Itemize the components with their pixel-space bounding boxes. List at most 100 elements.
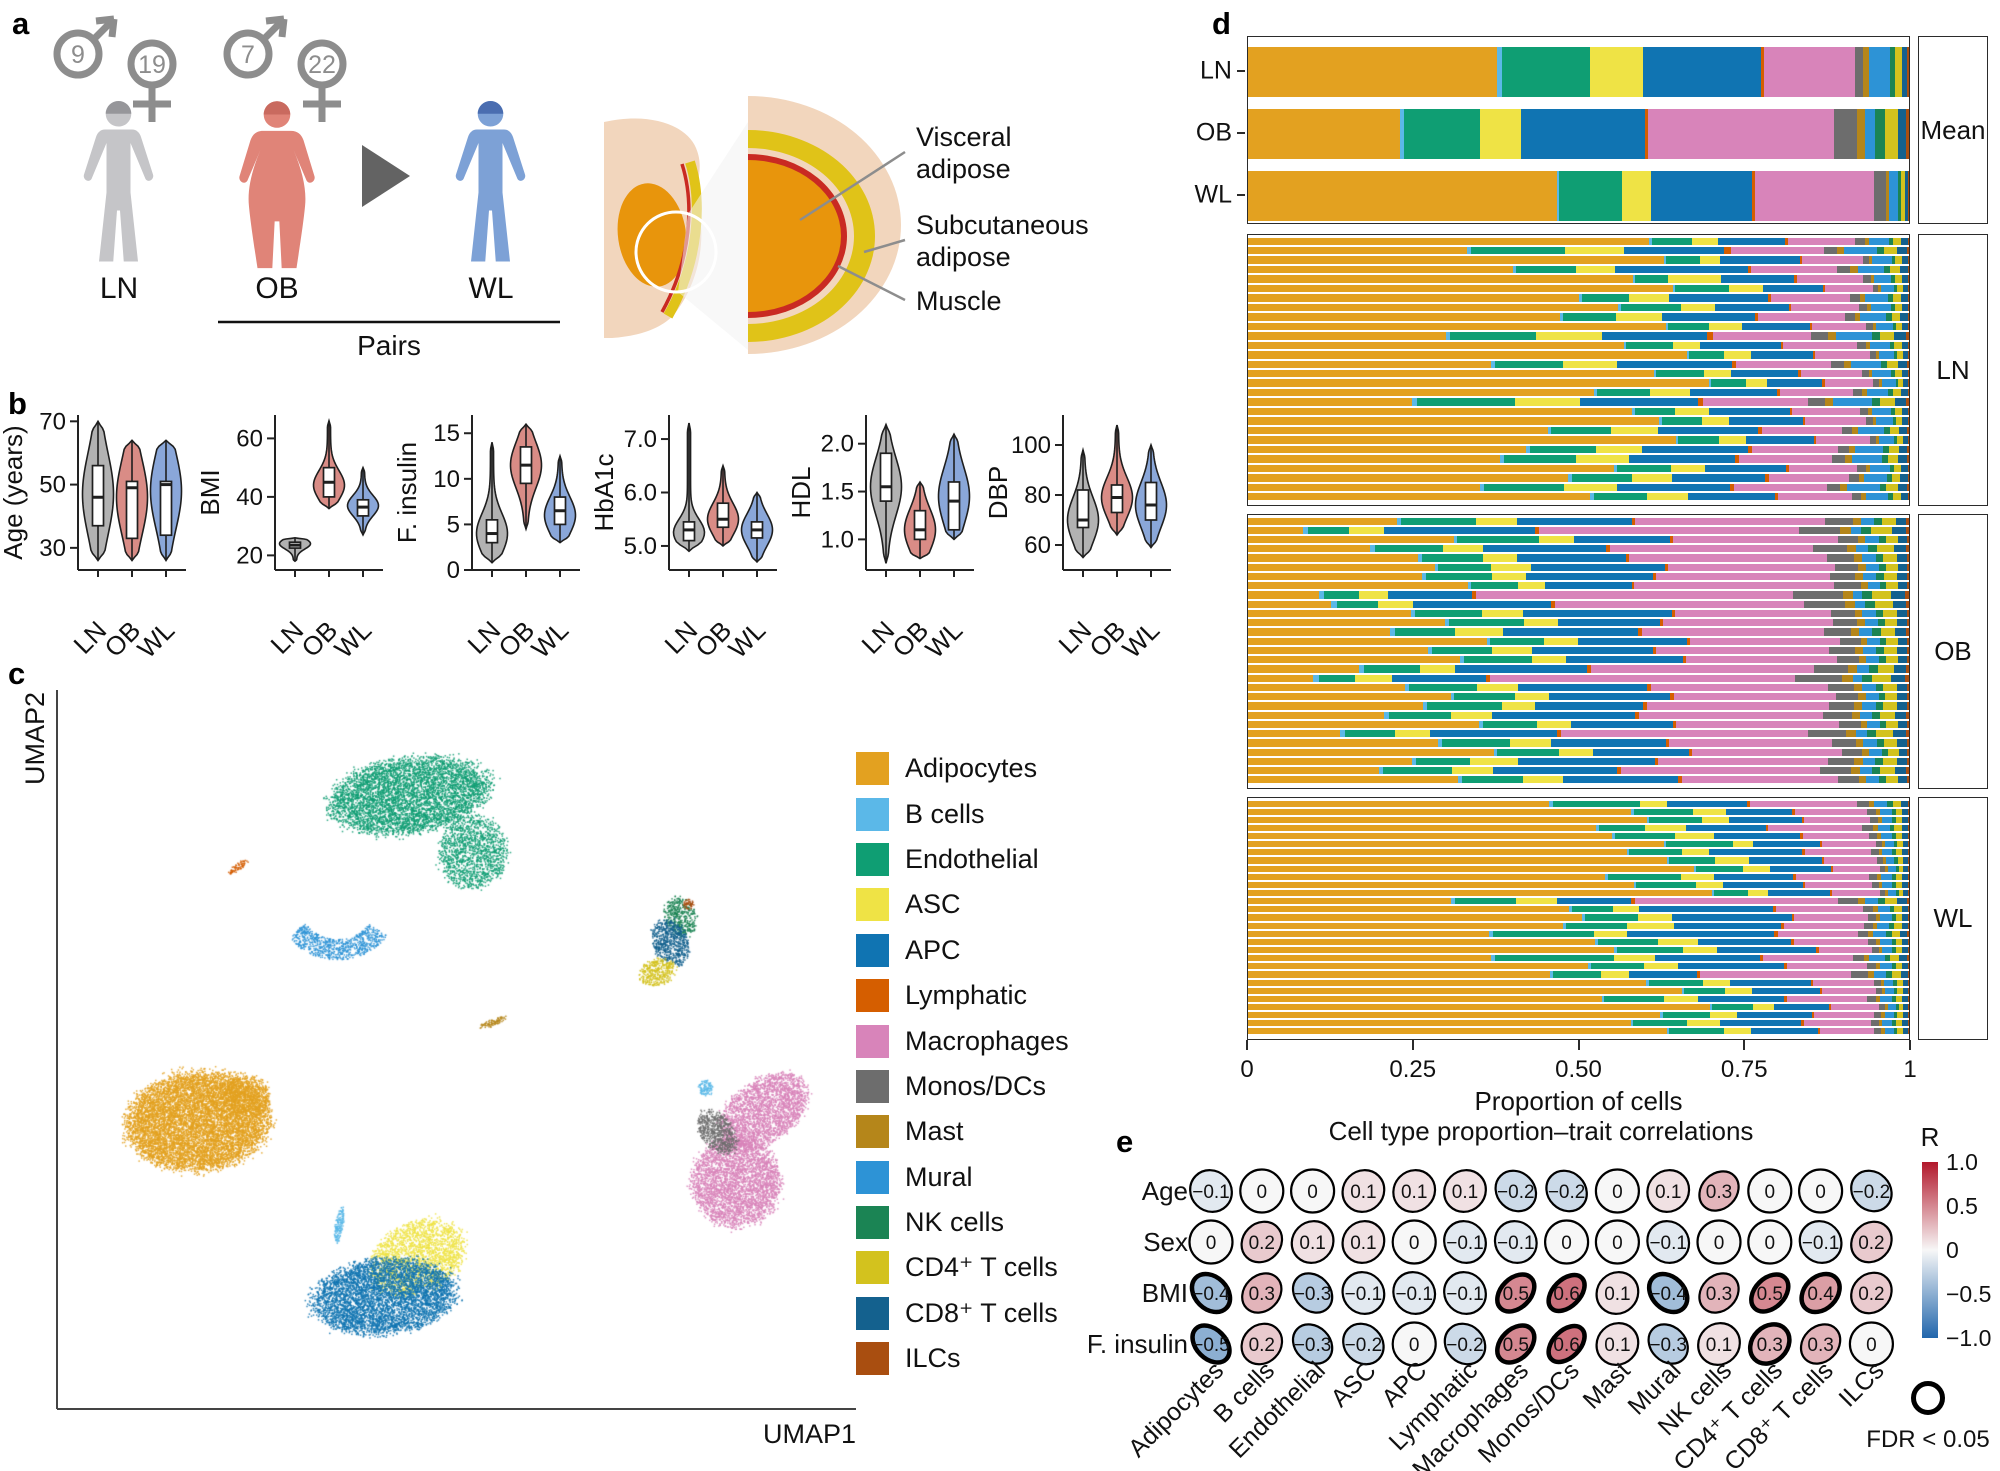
bar-segment [1850, 294, 1860, 302]
bar-segment [1887, 455, 1899, 463]
bar-segment [1901, 47, 1907, 97]
stacked-bar [1248, 1003, 1909, 1011]
stacked-bar [1248, 237, 1909, 245]
correlation-ellipse [1697, 1322, 1741, 1366]
bar-segment [1880, 284, 1895, 293]
bar-segment [1885, 619, 1898, 627]
bar-segment [1632, 407, 1635, 416]
correlation-cell [1443, 1169, 1487, 1213]
panel-letter-d: d [1212, 6, 1231, 41]
correlation-ellipse [1594, 1168, 1641, 1214]
bar-segment [1854, 646, 1863, 655]
bar-segment [1634, 711, 1639, 719]
bar-segment [1862, 256, 1870, 264]
correlation-ellipse [1850, 1271, 1893, 1315]
bar-segment [1248, 824, 1596, 832]
bar-segment [1869, 955, 1885, 962]
bar-segment [1889, 265, 1900, 274]
bar-segment [1575, 265, 1616, 274]
bar-segment [1833, 109, 1857, 159]
bar-segment [1907, 284, 1909, 293]
bar-segment [1906, 711, 1909, 719]
bar-segment [1887, 748, 1899, 756]
bar-segment [1895, 890, 1899, 897]
y-tick-label: 6.0 [624, 480, 657, 507]
stacked-bar [1248, 379, 1909, 387]
bar-segment [1901, 341, 1908, 350]
bar-segment [1832, 865, 1880, 872]
bar-segment [1845, 600, 1856, 608]
bar-segment [1865, 493, 1889, 501]
bar-segment [1720, 1020, 1801, 1027]
bar-segment [1387, 591, 1473, 599]
correlation-cell [1546, 1272, 1587, 1314]
bar-segment [1753, 1003, 1774, 1011]
bar-segment [1802, 881, 1806, 888]
bar-segment [1451, 898, 1456, 905]
correlation-value: 0 [1714, 1233, 1725, 1254]
bar-segment [1248, 971, 1550, 978]
bar-segment [1415, 757, 1471, 765]
stacked-bar [1248, 171, 1909, 221]
bar-segment [1248, 388, 1594, 397]
correlation-cell [1697, 1322, 1741, 1366]
correlation-value: 0.1 [1452, 1182, 1478, 1203]
bar-segment [1897, 857, 1903, 864]
bar-segment [1854, 572, 1863, 581]
bar-segment [1894, 906, 1902, 913]
bar-segment [1609, 545, 1814, 553]
bar-segment [1612, 906, 1640, 913]
bar-segment [1867, 720, 1880, 729]
bar-segment [1489, 674, 1795, 682]
bar-segment [1901, 824, 1908, 832]
bar-segment [1831, 609, 1855, 618]
bar-segment [1884, 426, 1890, 435]
bar-segment [1667, 1028, 1670, 1035]
bar-segment [1879, 483, 1887, 492]
bar-segment [1855, 47, 1863, 97]
correlation-value: 0 [1765, 1233, 1776, 1254]
stacked-bar [1248, 407, 1909, 416]
bar-segment [1886, 637, 1899, 645]
bar-segment [1773, 1003, 1830, 1011]
bar-segment [1906, 426, 1909, 435]
bar-segment [1482, 609, 1523, 618]
correlation-value: 0.1 [1299, 1233, 1325, 1254]
bar-segment [1892, 881, 1897, 888]
bar-segment [1699, 971, 1851, 978]
correlation-cell [1241, 1272, 1283, 1314]
bar-segment [1607, 873, 1681, 880]
bar-segment [1880, 938, 1892, 945]
bar-segment [1248, 246, 1468, 255]
correlation-cell [1239, 1168, 1285, 1214]
bar-segment [1248, 322, 1667, 331]
bar-segment [1837, 898, 1859, 905]
bar-segment [1892, 816, 1897, 823]
bar-segment [1897, 535, 1907, 544]
bar-segment [1907, 313, 1909, 321]
bar-segment [1907, 379, 1909, 387]
bar-segment [1733, 483, 1827, 492]
correlation-ellipse [1546, 1272, 1587, 1314]
bar-segment [1891, 938, 1896, 945]
bar-segment [1871, 767, 1881, 775]
bar-segment [1248, 294, 1580, 302]
bar-segment [1248, 656, 1461, 664]
bar-segment [1556, 898, 1632, 905]
bar-segment [1764, 47, 1856, 97]
correlation-cell [1391, 1321, 1437, 1367]
bar-segment [1864, 955, 1870, 962]
bar-segment [1794, 938, 1868, 945]
bar-segment [1374, 545, 1443, 553]
bar-segment [1898, 171, 1901, 221]
bar-segment [1248, 946, 1615, 954]
bar-segment [1248, 881, 1634, 888]
bar-segment [1664, 841, 1667, 848]
bar-segment [1891, 873, 1896, 880]
legend-item: Macrophages [856, 1018, 1069, 1063]
bar-segment [1891, 591, 1906, 599]
bar-segment [1576, 455, 1630, 463]
correlation-ellipse [1544, 1219, 1590, 1265]
e-row-label: F. insulin [1087, 1329, 1188, 1359]
bar-segment [1885, 890, 1888, 897]
